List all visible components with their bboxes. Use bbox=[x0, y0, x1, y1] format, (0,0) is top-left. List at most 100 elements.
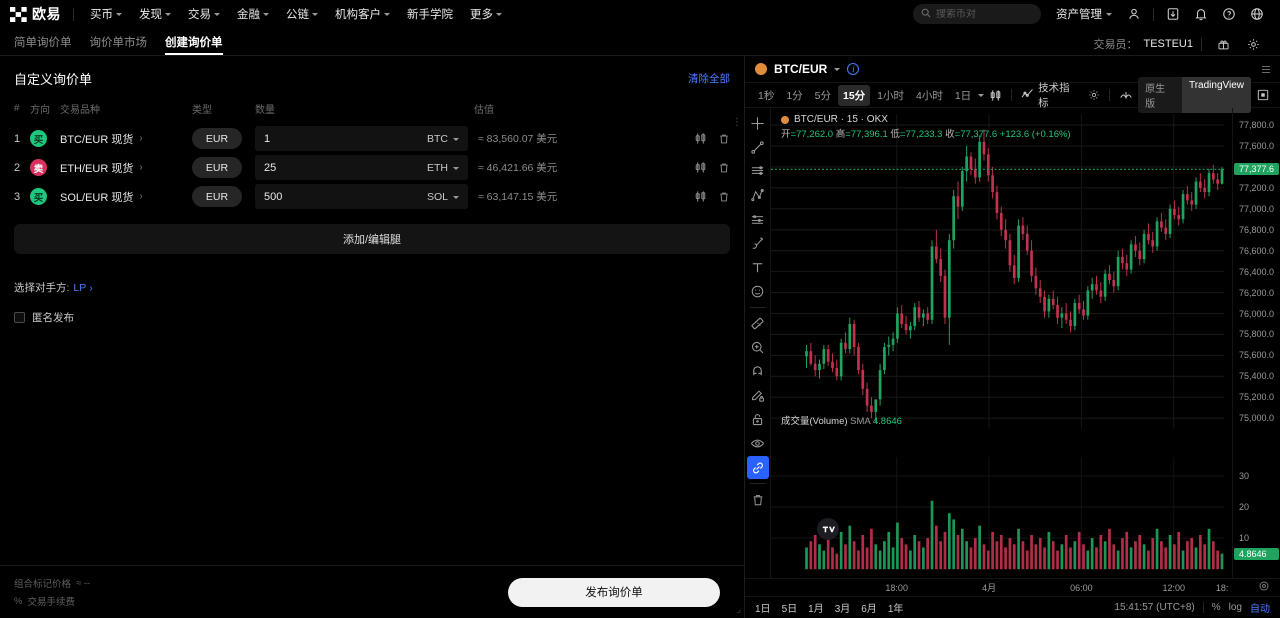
auto-scale-toggle[interactable]: 自动 bbox=[1250, 604, 1270, 615]
compare-icon[interactable] bbox=[1116, 87, 1136, 103]
okx-logo[interactable]: 欧易 bbox=[10, 4, 61, 24]
timeframe-5m[interactable]: 5分 bbox=[814, 89, 831, 102]
tab-create-rfq[interactable]: 创建询价单 bbox=[165, 28, 223, 55]
trash-icon[interactable] bbox=[747, 488, 769, 511]
horizontal-lines-icon[interactable] bbox=[747, 160, 769, 183]
zoom-in-icon[interactable] bbox=[747, 336, 769, 359]
row-symbol-selector[interactable]: SOL/EUR 现货 › bbox=[60, 189, 192, 205]
chart-icon[interactable] bbox=[694, 132, 707, 145]
add-edit-leg-button[interactable]: 添加/编辑腿 bbox=[14, 224, 730, 254]
fib-channel-icon[interactable] bbox=[747, 208, 769, 231]
search-box[interactable] bbox=[913, 4, 1041, 24]
row-symbol-selector[interactable]: BTC/EUR 现货 › bbox=[60, 131, 192, 147]
magnet-icon[interactable] bbox=[747, 360, 769, 383]
row-direction[interactable]: 买 bbox=[30, 188, 60, 205]
quantity-unit-selector[interactable]: BTC bbox=[427, 133, 459, 145]
range-3mo[interactable]: 3月 bbox=[834, 604, 851, 615]
lock-icon[interactable] bbox=[747, 408, 769, 431]
candle-type-icon[interactable] bbox=[986, 87, 1005, 104]
fullscreen-icon[interactable] bbox=[1254, 87, 1272, 103]
row-quantity-field[interactable]: BTC bbox=[255, 126, 468, 151]
pitchfork-icon[interactable] bbox=[747, 184, 769, 207]
emoji-icon[interactable] bbox=[747, 280, 769, 303]
panel-resize-handle[interactable]: ⋮ bbox=[732, 117, 742, 128]
type-pill[interactable]: EUR bbox=[192, 157, 242, 178]
trendline-icon[interactable] bbox=[747, 136, 769, 159]
chevron-down-icon[interactable] bbox=[978, 94, 985, 97]
chart-icon[interactable] bbox=[694, 190, 707, 203]
view-tradingview-button[interactable]: TradingView bbox=[1181, 77, 1252, 113]
nav-item-academy[interactable]: 新手学院 bbox=[399, 2, 461, 26]
brush-icon[interactable] bbox=[747, 232, 769, 255]
range-1y[interactable]: 1年 bbox=[887, 604, 904, 615]
pencil-lock-icon[interactable] bbox=[747, 384, 769, 407]
chevron-down-icon[interactable] bbox=[834, 68, 841, 71]
range-6mo[interactable]: 6月 bbox=[861, 604, 877, 615]
bell-icon[interactable] bbox=[1188, 3, 1214, 25]
text-icon[interactable] bbox=[747, 256, 769, 279]
quantity-input[interactable] bbox=[264, 161, 427, 174]
row-type[interactable]: EUR bbox=[192, 128, 255, 149]
clear-all-button[interactable]: 清除全部 bbox=[688, 73, 730, 85]
direction-badge-buy[interactable]: 买 bbox=[30, 130, 47, 147]
delete-icon[interactable] bbox=[718, 191, 730, 203]
axis-settings-icon[interactable] bbox=[1258, 579, 1270, 597]
view-native-button[interactable]: 原生版 bbox=[1145, 84, 1166, 110]
chart-menu-icon[interactable] bbox=[1262, 65, 1270, 73]
timeframe-15m[interactable]: 15分 bbox=[837, 84, 871, 106]
type-pill[interactable]: EUR bbox=[192, 186, 242, 207]
quantity-input[interactable] bbox=[264, 132, 427, 145]
nav-item-trade[interactable]: 交易 bbox=[180, 2, 228, 26]
crosshair-icon[interactable] bbox=[747, 112, 769, 135]
gift-icon[interactable] bbox=[1210, 33, 1236, 55]
window-resize-corner[interactable]: ⌟ bbox=[736, 604, 741, 614]
download-icon[interactable] bbox=[1160, 3, 1186, 25]
row-direction[interactable]: 卖 bbox=[30, 159, 60, 176]
anonymous-publish-checkbox[interactable]: 匿名发布 bbox=[14, 310, 730, 325]
row-type[interactable]: EUR bbox=[192, 186, 255, 207]
gear-icon[interactable] bbox=[1085, 87, 1103, 103]
asset-management-menu[interactable]: 资产管理 bbox=[1049, 2, 1119, 26]
publish-rfq-button[interactable]: 发布询价单 bbox=[508, 577, 720, 607]
timeframe-1m[interactable]: 1分 bbox=[786, 89, 803, 102]
type-pill[interactable]: EUR bbox=[192, 128, 242, 149]
row-direction[interactable]: 买 bbox=[30, 130, 60, 147]
row-type[interactable]: EUR bbox=[192, 157, 255, 178]
user-icon[interactable] bbox=[1121, 3, 1147, 25]
direction-badge-buy[interactable]: 买 bbox=[30, 188, 47, 205]
time-axis[interactable]: 18:00 4月 06:00 12:00 18: bbox=[745, 578, 1280, 596]
help-icon[interactable] bbox=[1216, 3, 1242, 25]
price-axis[interactable]: 77,800.077,600.077,400.077,200.077,000.0… bbox=[1232, 108, 1280, 578]
tab-rfq-market[interactable]: 询价单市场 bbox=[89, 36, 148, 49]
tradingview-icon[interactable] bbox=[817, 518, 839, 540]
counterparty-value[interactable]: LP › bbox=[73, 282, 92, 294]
tab-simple-rfq[interactable]: 简单询价单 bbox=[14, 36, 72, 49]
timeframe-1h[interactable]: 1小时 bbox=[877, 89, 904, 102]
indicators-button[interactable]: 技术指标 bbox=[1018, 78, 1083, 112]
quantity-unit-selector[interactable]: SOL bbox=[427, 191, 459, 203]
timeframe-4h[interactable]: 4小时 bbox=[915, 89, 943, 102]
nav-item-more[interactable]: 更多 bbox=[462, 2, 510, 26]
chart-pair-name[interactable]: BTC/EUR bbox=[774, 62, 828, 76]
range-1mo[interactable]: 1月 bbox=[808, 604, 824, 615]
nav-item-chain[interactable]: 公链 bbox=[278, 2, 326, 26]
direction-badge-sell[interactable]: 卖 bbox=[30, 159, 47, 176]
eye-icon[interactable] bbox=[747, 432, 769, 455]
ruler-icon[interactable] bbox=[747, 312, 769, 335]
nav-item-discover[interactable]: 发现 bbox=[131, 2, 179, 26]
quantity-input[interactable] bbox=[264, 190, 427, 203]
chart-plot[interactable]: BTC/EUR · 15 · OKX 开=77,262.0 高=77,396.1… bbox=[771, 108, 1232, 578]
timeframe-1s[interactable]: 1秒 bbox=[758, 89, 775, 102]
log-scale-toggle[interactable]: log bbox=[1228, 602, 1242, 613]
delete-icon[interactable] bbox=[718, 162, 730, 174]
nav-item-institutional[interactable]: 机构客户 bbox=[327, 2, 398, 26]
row-symbol-selector[interactable]: ETH/EUR 现货 › bbox=[60, 160, 192, 176]
row-quantity-field[interactable]: ETH bbox=[255, 155, 468, 180]
timeframe-1d[interactable]: 1日 bbox=[954, 89, 972, 102]
row-quantity-field[interactable]: SOL bbox=[255, 184, 468, 209]
nav-item-buy-crypto[interactable]: 买币 bbox=[82, 2, 130, 26]
settings-icon[interactable] bbox=[1240, 33, 1266, 55]
delete-icon[interactable] bbox=[718, 133, 730, 145]
chart-icon[interactable] bbox=[694, 161, 707, 174]
checkbox-box[interactable] bbox=[14, 312, 25, 323]
